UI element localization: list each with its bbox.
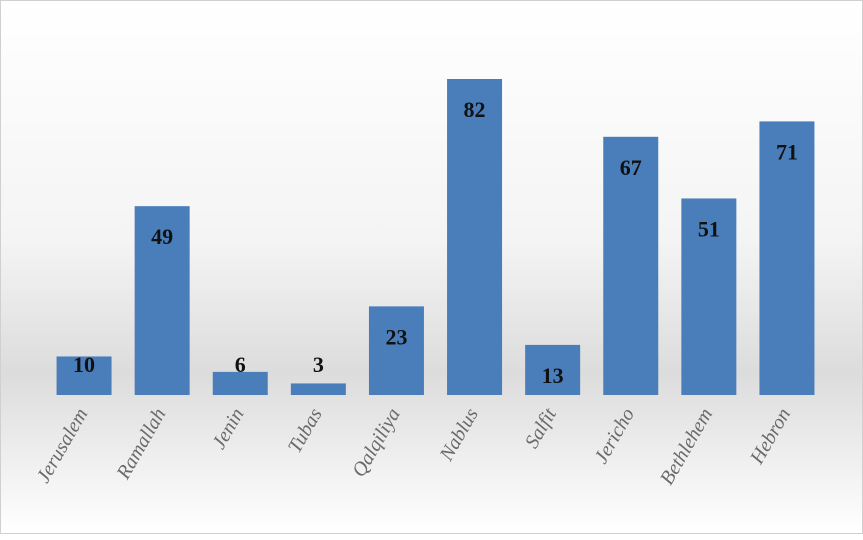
x-tick-label: Jericho	[590, 405, 639, 468]
bar	[134, 206, 190, 395]
bar	[759, 121, 815, 395]
bar	[368, 306, 424, 395]
x-tick-label: Qalqiliya	[348, 405, 405, 481]
x-tick-label: Nablus	[435, 404, 483, 465]
data-label: 13	[542, 363, 564, 388]
x-tick-label: Jerusalem	[32, 405, 92, 487]
data-label: 10	[73, 352, 95, 377]
bar	[56, 356, 112, 395]
x-tick-label: Tubas	[284, 404, 327, 457]
data-label: 51	[698, 217, 720, 242]
bar	[290, 383, 346, 395]
data-label: 82	[464, 97, 486, 122]
data-label: 71	[776, 139, 798, 164]
bar	[603, 136, 659, 395]
data-label: 67	[620, 155, 642, 180]
x-tick-label: Hebron	[746, 405, 796, 469]
data-label: 6	[235, 352, 246, 377]
bar	[525, 344, 581, 395]
x-tick-label: Salfit	[521, 404, 561, 452]
bar	[447, 79, 503, 395]
data-label: 3	[313, 352, 324, 377]
x-tick-label: Jenin	[208, 405, 249, 454]
x-tick-label: Bethlehem	[656, 405, 717, 489]
x-tick-label: Ramallah	[112, 405, 170, 484]
data-label: 49	[151, 224, 173, 249]
bar	[212, 371, 268, 395]
bar	[681, 198, 737, 395]
data-label: 23	[385, 324, 407, 349]
